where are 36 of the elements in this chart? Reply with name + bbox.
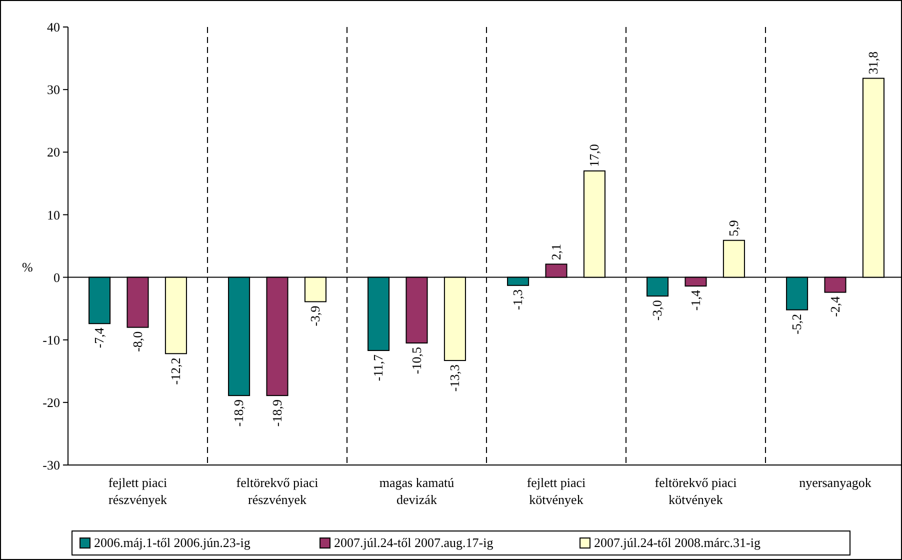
legend-label: 2007.júl.24-től 2008.márc.31-ig (594, 535, 761, 550)
y-tick-label: 40 (47, 20, 60, 35)
x-tick-label: fejlett piaci részvények (108, 475, 168, 507)
data-label: -13,3 (446, 364, 462, 392)
legend-label: 2006.máj.1-től 2006.jún.23-ig (94, 535, 251, 550)
data-label: 17,0 (586, 144, 602, 167)
data-label: -1,4 (688, 290, 703, 311)
data-label: -18,9 (269, 400, 284, 427)
y-tick-label: 30 (47, 82, 60, 98)
data-label: -10,5 (408, 346, 424, 374)
data-label: -12,2 (168, 358, 183, 385)
x-tick-label: feltörekvő piaci kötvények (654, 475, 738, 507)
data-label: -1,3 (510, 289, 526, 310)
y-tick-label: -10 (42, 332, 60, 348)
data-label: -11,7 (370, 354, 386, 382)
data-label: 5,9 (726, 220, 741, 236)
legend-label: 2007.júl.24-től 2007.aug.17-ig (334, 535, 494, 550)
data-label: -18,9 (231, 400, 246, 427)
data-label: -8,0 (130, 331, 145, 352)
x-tick-label: fejlett piaci kötvények (526, 475, 586, 507)
x-tick-label: feltörekvő piaci részvények (236, 475, 319, 507)
data-label: 2,1 (548, 244, 564, 260)
data-label: 31,8 (865, 52, 880, 74)
data-label: -3,0 (650, 300, 665, 321)
data-label: -2,4 (827, 296, 842, 317)
data-label: -5,2 (789, 314, 804, 334)
y-tick-label: -30 (42, 458, 60, 473)
data-label: -3,9 (307, 306, 322, 326)
data-label: -7,4 (92, 327, 107, 348)
y-tick-label: -20 (42, 394, 60, 410)
y-axis-title: % (22, 259, 33, 274)
x-tick-label: magas kamatú devizák (379, 475, 455, 507)
y-tick-label: 10 (47, 207, 60, 222)
y-tick-label: 20 (47, 144, 60, 160)
x-tick-label: nyersanyagok (799, 475, 872, 490)
y-tick-label: 0 (54, 270, 60, 285)
